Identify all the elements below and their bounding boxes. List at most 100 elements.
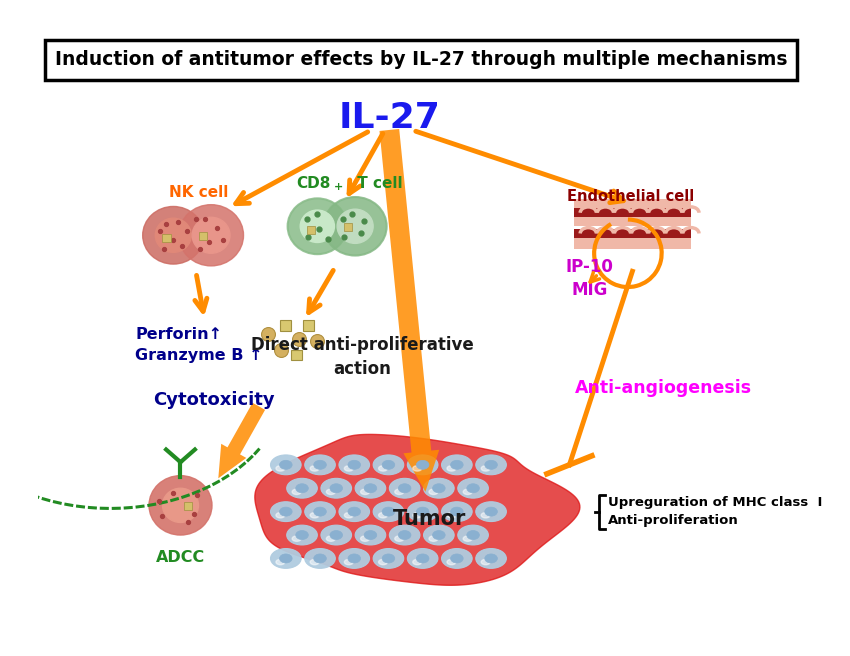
Ellipse shape — [450, 461, 463, 469]
Text: IP-10
MIG: IP-10 MIG — [565, 258, 613, 298]
Ellipse shape — [364, 531, 377, 539]
Ellipse shape — [348, 554, 360, 563]
Ellipse shape — [429, 489, 438, 495]
Ellipse shape — [447, 512, 456, 518]
Ellipse shape — [481, 560, 490, 565]
Polygon shape — [218, 403, 265, 478]
Text: Upreguration of MHC class  I: Upreguration of MHC class I — [608, 496, 823, 509]
Ellipse shape — [463, 489, 472, 495]
Ellipse shape — [276, 560, 285, 565]
Ellipse shape — [149, 476, 212, 535]
Ellipse shape — [314, 461, 326, 469]
Bar — [574, 199, 691, 217]
Ellipse shape — [344, 512, 354, 518]
Ellipse shape — [378, 560, 388, 565]
Ellipse shape — [484, 507, 497, 516]
Ellipse shape — [330, 483, 343, 493]
Ellipse shape — [355, 525, 386, 545]
Ellipse shape — [481, 466, 490, 471]
Ellipse shape — [192, 217, 230, 253]
Ellipse shape — [407, 548, 438, 568]
Ellipse shape — [394, 489, 404, 495]
Bar — [574, 208, 691, 217]
Ellipse shape — [314, 507, 326, 516]
Ellipse shape — [476, 455, 507, 475]
Bar — [574, 215, 691, 226]
Text: Cytotoxicity: Cytotoxicity — [153, 391, 275, 409]
Bar — [184, 502, 192, 510]
Ellipse shape — [413, 560, 422, 565]
Ellipse shape — [399, 483, 411, 493]
Ellipse shape — [276, 512, 285, 518]
Ellipse shape — [310, 512, 319, 518]
Ellipse shape — [433, 531, 445, 539]
Text: +: + — [333, 182, 343, 192]
Ellipse shape — [447, 560, 456, 565]
Ellipse shape — [348, 507, 360, 516]
Ellipse shape — [280, 461, 292, 469]
Ellipse shape — [484, 461, 497, 469]
Ellipse shape — [326, 489, 336, 495]
Ellipse shape — [413, 466, 422, 471]
Text: Tumor: Tumor — [394, 509, 467, 529]
Ellipse shape — [441, 502, 472, 522]
Ellipse shape — [270, 548, 301, 568]
Ellipse shape — [280, 554, 292, 563]
Ellipse shape — [407, 502, 438, 522]
Ellipse shape — [458, 478, 489, 498]
Ellipse shape — [484, 554, 497, 563]
Ellipse shape — [360, 536, 370, 541]
Ellipse shape — [348, 461, 360, 469]
Ellipse shape — [143, 207, 204, 264]
Ellipse shape — [467, 531, 479, 539]
Ellipse shape — [429, 536, 438, 541]
Ellipse shape — [162, 488, 199, 522]
Ellipse shape — [382, 507, 394, 516]
Ellipse shape — [337, 209, 373, 243]
Bar — [574, 234, 691, 249]
Ellipse shape — [447, 466, 456, 471]
Ellipse shape — [296, 483, 309, 493]
Ellipse shape — [423, 525, 454, 545]
Text: Induction of antitumor effects by IL-27 through multiple mechanisms: Induction of antitumor effects by IL-27 … — [54, 51, 787, 70]
Ellipse shape — [276, 466, 285, 471]
Ellipse shape — [416, 461, 429, 469]
Ellipse shape — [373, 548, 404, 568]
Ellipse shape — [399, 531, 411, 539]
Ellipse shape — [355, 478, 386, 498]
Ellipse shape — [330, 531, 343, 539]
Ellipse shape — [310, 560, 319, 565]
Text: Anti-angiogenesis: Anti-angiogenesis — [575, 379, 752, 398]
Ellipse shape — [314, 554, 326, 563]
Text: T cell: T cell — [352, 176, 402, 190]
Ellipse shape — [458, 525, 489, 545]
Bar — [574, 229, 691, 238]
Ellipse shape — [296, 531, 309, 539]
Bar — [199, 232, 207, 240]
Bar — [44, 40, 797, 79]
Ellipse shape — [270, 502, 301, 522]
Ellipse shape — [364, 483, 377, 493]
Ellipse shape — [382, 461, 394, 469]
Text: NK cell: NK cell — [169, 184, 228, 199]
Ellipse shape — [450, 554, 463, 563]
Ellipse shape — [433, 483, 445, 493]
Bar — [303, 320, 314, 331]
Ellipse shape — [280, 507, 292, 516]
Ellipse shape — [292, 536, 301, 541]
Ellipse shape — [270, 455, 301, 475]
Bar — [344, 222, 353, 231]
Text: Direct anti-proliferative
action: Direct anti-proliferative action — [251, 336, 473, 378]
Ellipse shape — [481, 512, 490, 518]
Ellipse shape — [450, 507, 463, 516]
Bar — [292, 350, 302, 360]
Ellipse shape — [382, 554, 394, 563]
Text: Perforin↑: Perforin↑ — [135, 327, 223, 342]
Ellipse shape — [344, 560, 354, 565]
Ellipse shape — [305, 502, 336, 522]
Bar — [307, 226, 314, 234]
Polygon shape — [379, 129, 439, 492]
Ellipse shape — [441, 455, 472, 475]
Ellipse shape — [344, 466, 354, 471]
Ellipse shape — [416, 554, 429, 563]
